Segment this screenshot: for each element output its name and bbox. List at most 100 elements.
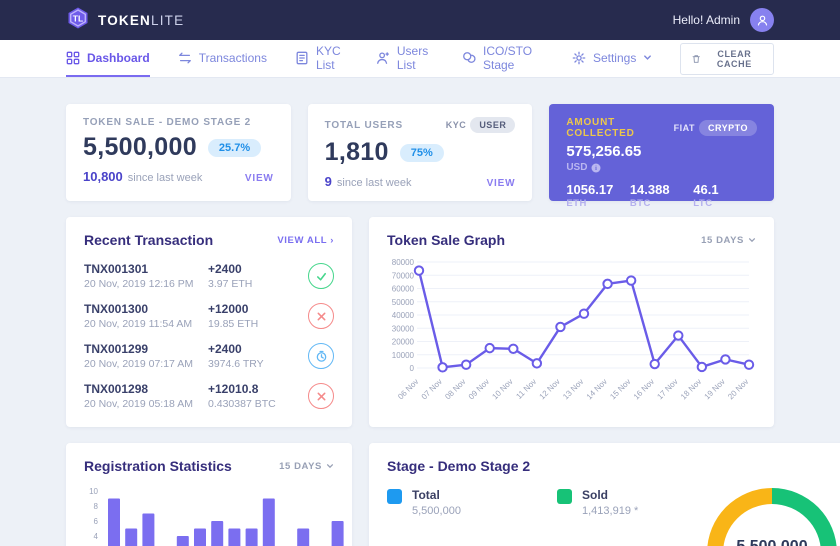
chevron-down-icon [326,464,334,469]
svg-text:13 Nov: 13 Nov [561,377,585,401]
total-users-view-link[interactable]: VIEW [486,178,516,189]
token-sale-percent-badge: 25.7% [207,138,262,157]
nav-item-settings[interactable]: Settings [572,40,652,77]
amount-currency: USD [566,162,588,173]
amount-collected-card: AMOUNT COLLECTED FIAT CRYPTO 575,256.65 … [549,104,774,209]
stage-panel: Stage - Demo Stage 2 Total 5,500,000 Sold… [369,443,840,546]
svg-text:15 Nov: 15 Nov [608,377,632,401]
nav-item-kyc-list[interactable]: KYC List [295,40,348,77]
main-nav: Dashboard Transactions KYC List Users Li… [0,40,840,78]
donut-center-value: 5,500,000 [736,537,808,546]
file-icon [296,51,308,64]
transaction-list: TNX001301 20 Nov, 2019 12:16 PM +2400 3.97… [84,256,334,416]
nav-item-dashboard[interactable]: Dashboard [66,40,150,77]
nav-label: ICO/STO Stage [483,43,533,72]
clear-cache-button[interactable]: CLEAR CACHE [680,42,774,75]
nav-item-transactions[interactable]: Transactions [178,40,267,77]
svg-text:4: 4 [94,532,99,541]
recent-transaction-panel: Recent Transaction VIEW ALL › TNX001301 2… [66,217,352,427]
amount-collected-card-title: AMOUNT COLLECTED [566,117,635,139]
ltc-amount: 46.1 LTC [693,182,719,209]
kyc-user-toggle: KYC USER [446,117,516,133]
status-pending-icon [308,343,334,369]
user-icon [376,51,389,64]
trash-icon [692,54,701,63]
total-users-value: 1,810 [324,138,389,166]
info-icon[interactable]: i [591,163,601,173]
svg-text:i: i [596,165,598,172]
grid-icon [66,51,80,64]
greeting-text: Hello! Admin [672,13,740,27]
svg-text:0: 0 [410,364,415,373]
table-row[interactable]: TNX001299 20 Nov, 2019 07:17 AM +2400 3974… [84,336,334,376]
svg-text:18 Nov: 18 Nov [679,377,703,401]
svg-text:12 Nov: 12 Nov [538,377,562,401]
svg-text:20 Nov: 20 Nov [726,377,750,401]
nav-item-ico-sto-stage[interactable]: ICO/STO Stage [462,40,544,77]
chevron-down-icon [748,238,756,243]
toggle-crypto[interactable]: CRYPTO [698,120,757,136]
brand-logo[interactable]: TL TOKENLITE [66,6,184,35]
nav-label: Users List [396,43,429,72]
view-all-link[interactable]: VIEW ALL › [277,234,334,246]
sold-swatch [557,489,572,504]
registration-bar-chart: 1086420 [89,487,344,546]
toggle-kyc[interactable]: KYC [445,120,467,130]
user-avatar[interactable] [750,8,774,32]
status-approved-icon [308,263,334,289]
token-sale-card-title: TOKEN SALE - DEMO STAGE 2 [83,117,251,128]
nav-label: Settings [592,50,637,65]
recent-transaction-title: Recent Transaction [84,232,214,248]
toggle-user[interactable]: USER [470,117,516,133]
dashboard-content: TOKEN SALE - DEMO STAGE 2 5,500,000 25.7… [0,78,840,546]
token-sale-delta: 10,800 [83,169,123,184]
eth-amount: 1056.17 ETH [566,182,614,209]
table-row[interactable]: TNX001298 20 Nov, 2019 05:18 AM +12010.8 0… [84,376,334,416]
nav-label: Transactions [198,50,267,65]
brand-name: TOKENLITE [98,12,185,28]
nav-item-users-list[interactable]: Users List [376,40,434,77]
svg-text:09 Nov: 09 Nov [467,377,491,401]
gear-icon [572,51,586,64]
total-users-delta: 9 [324,174,332,189]
token-sale-view-link[interactable]: VIEW [244,173,274,184]
line-range-dropdown[interactable]: 15 DAYS [701,235,756,246]
legend-item-sold: Sold 1,413,919 * [557,488,707,545]
topbar: TL TOKENLITE Hello! Admin [0,0,840,40]
nav-label: Dashboard [87,50,150,65]
svg-text:60000: 60000 [392,285,415,294]
svg-text:10 Nov: 10 Nov [490,377,514,401]
nav-label: KYC List [315,43,341,72]
svg-text:19 Nov: 19 Nov [703,377,727,401]
total-users-delta-caption: since last week [336,177,412,189]
clear-cache-label: CLEAR CACHE [716,48,752,69]
status-rejected-icon [308,303,334,329]
svg-text:16 Nov: 16 Nov [632,377,656,401]
svg-text:06 Nov: 06 Nov [396,377,420,401]
table-row[interactable]: TNX001301 20 Nov, 2019 12:16 PM +2400 3.97… [84,256,334,296]
svg-text:08 Nov: 08 Nov [443,377,467,401]
amount-collected-value: 575,256.65 [566,143,642,160]
registration-statistics-title: Registration Statistics [84,458,232,474]
person-icon [757,15,767,26]
svg-text:07 Nov: 07 Nov [420,377,444,401]
svg-text:11 Nov: 11 Nov [514,377,538,401]
token-sale-delta-caption: since last week [127,172,203,184]
token-sale-card: TOKEN SALE - DEMO STAGE 2 5,500,000 25.7… [66,104,291,201]
bar-range-dropdown[interactable]: 15 DAYS [279,461,334,472]
stage-title: Stage - Demo Stage 2 [387,458,531,474]
svg-text:6: 6 [94,517,99,526]
toggle-fiat[interactable]: FIAT [673,123,695,133]
total-users-percent-badge: 75% [399,143,444,162]
registration-statistics-panel: Registration Statistics 15 DAYS 1086420 [66,443,352,546]
status-rejected-icon [308,383,334,409]
table-row[interactable]: TNX001300 20 Nov, 2019 11:54 AM +12000 19.… [84,296,334,336]
token-sale-line-chart: 0 10000 20000 30000 40000 50000 60000 70000 8000… [392,258,755,401]
svg-text:20000: 20000 [392,338,415,347]
svg-text:80000: 80000 [392,258,415,267]
total-users-card-title: TOTAL USERS [324,119,403,131]
fiat-crypto-toggle: FIAT CRYPTO [674,120,757,136]
coins-icon [463,51,476,63]
btc-amount: 14.388 BTC [629,182,670,209]
tokenlite-logo-icon: TL [66,6,90,35]
